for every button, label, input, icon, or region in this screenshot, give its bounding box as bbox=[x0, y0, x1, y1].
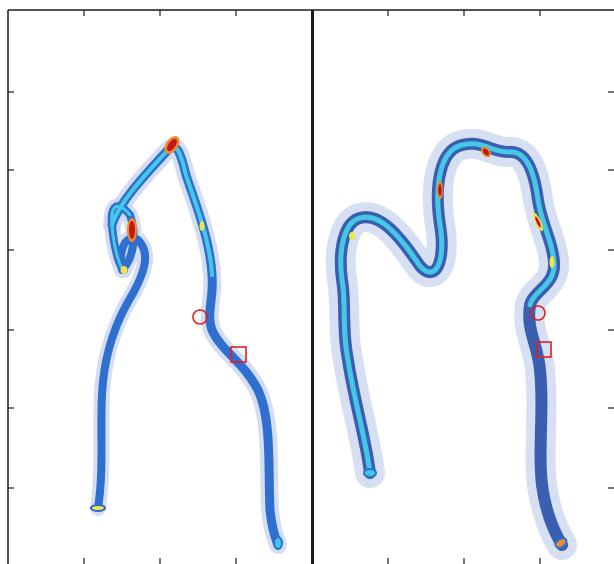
right-panel-ticks bbox=[387, 10, 614, 564]
left-panel-ticks bbox=[8, 10, 237, 564]
right-density-plot bbox=[312, 9, 614, 564]
left-density-plot bbox=[7, 9, 312, 564]
right-square-marker bbox=[536, 341, 552, 358]
left-density-trace bbox=[90, 138, 287, 554]
left-square-marker bbox=[230, 346, 247, 363]
right-circle-marker bbox=[530, 305, 546, 321]
left-density-panel bbox=[7, 9, 312, 564]
left-hotspots bbox=[90, 136, 283, 550]
left-circle-marker bbox=[192, 309, 208, 325]
right-density-panel bbox=[312, 0, 614, 564]
right-density-trace bbox=[325, 128, 577, 560]
right-hotspots bbox=[349, 146, 568, 549]
